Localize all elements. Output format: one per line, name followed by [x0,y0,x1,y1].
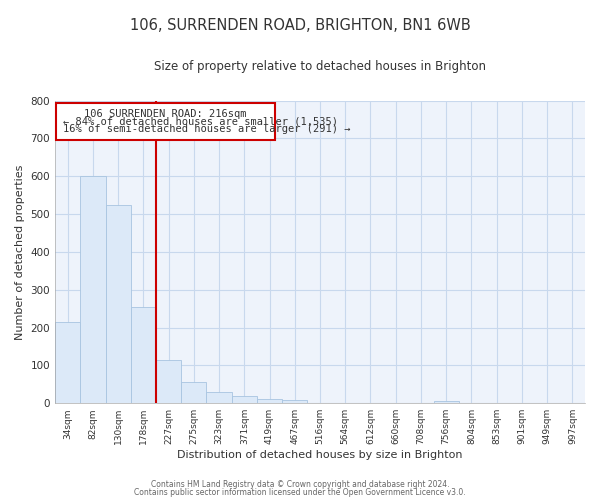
Text: Contains HM Land Registry data © Crown copyright and database right 2024.: Contains HM Land Registry data © Crown c… [151,480,449,489]
Text: 106 SURRENDEN ROAD: 216sqm: 106 SURRENDEN ROAD: 216sqm [84,108,247,118]
Text: 16% of semi-detached houses are larger (291) →: 16% of semi-detached houses are larger (… [62,124,350,134]
X-axis label: Distribution of detached houses by size in Brighton: Distribution of detached houses by size … [177,450,463,460]
Bar [434,402,459,403]
Text: ← 84% of detached houses are smaller (1,535): ← 84% of detached houses are smaller (1,… [62,116,338,126]
Bar [232,396,257,403]
Y-axis label: Number of detached properties: Number of detached properties [15,164,25,340]
Title: Size of property relative to detached houses in Brighton: Size of property relative to detached ho… [154,60,486,73]
Bar [106,204,131,403]
Bar [156,360,181,403]
Text: 106, SURRENDEN ROAD, BRIGHTON, BN1 6WB: 106, SURRENDEN ROAD, BRIGHTON, BN1 6WB [130,18,470,32]
Text: Contains public sector information licensed under the Open Government Licence v3: Contains public sector information licen… [134,488,466,497]
Bar [206,392,232,403]
Bar [181,382,206,403]
FancyBboxPatch shape [56,103,275,141]
Bar [282,400,307,403]
Bar [55,322,80,403]
Bar [257,398,282,403]
Bar [131,306,156,403]
Bar [80,176,106,403]
